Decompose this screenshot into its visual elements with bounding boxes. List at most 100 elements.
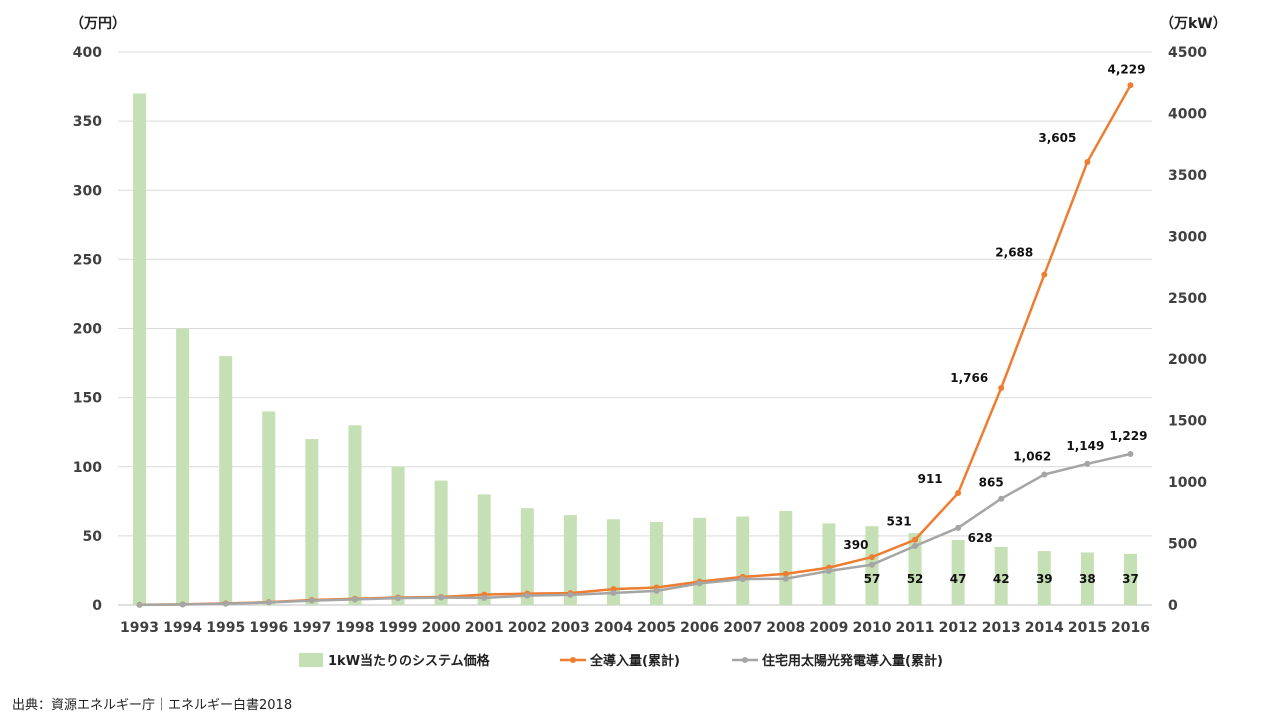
price-bar	[262, 411, 276, 605]
left-axis-tick: 200	[73, 322, 102, 338]
total-data-label: 2,688	[995, 246, 1033, 260]
x-axis-tick: 2014	[1025, 620, 1064, 636]
x-axis-tick: 1997	[292, 620, 331, 636]
total-line	[139, 84, 1132, 607]
price-bar	[219, 356, 233, 605]
residential-point	[868, 561, 875, 568]
residential-point	[825, 567, 832, 574]
price-bar	[391, 466, 405, 605]
total-point	[1041, 271, 1048, 278]
price-bar	[348, 425, 362, 605]
total-point	[868, 554, 875, 561]
right-axis-tick: 2500	[1168, 291, 1207, 307]
residential-point	[998, 495, 1005, 502]
price-bar	[563, 515, 577, 605]
bar-data-label: 57	[864, 572, 881, 586]
total-data-label: 390	[843, 538, 868, 552]
price-bar	[477, 494, 491, 605]
right-axis-tick: 4500	[1168, 45, 1207, 61]
residential-point	[1127, 450, 1134, 457]
legend-bar-swatch	[299, 653, 323, 667]
x-axis-tick: 2007	[723, 620, 762, 636]
x-axis-tick: 2005	[637, 620, 676, 636]
residential-data-label: 865	[979, 476, 1004, 490]
price-bar	[133, 93, 147, 605]
total-point	[912, 536, 919, 543]
residential-point	[136, 601, 143, 608]
right-axis-tick: 3500	[1168, 168, 1207, 184]
total-data-label: 911	[918, 472, 943, 486]
residential-point	[222, 600, 229, 607]
residential-point	[782, 575, 789, 582]
legend-total-label: 全導入量(累計)	[589, 653, 680, 669]
residential-point	[955, 524, 962, 531]
price-bars	[133, 93, 1137, 605]
x-axis-tick: 2002	[508, 620, 547, 636]
price-bar	[650, 522, 664, 605]
right-axis-tick: 0	[1168, 598, 1178, 614]
right-axis-tick: 3000	[1168, 229, 1207, 245]
right-axis-tick: 1500	[1168, 414, 1207, 430]
residential-data-label: 1,229	[1109, 429, 1147, 443]
price-bar	[305, 439, 319, 605]
x-axis-tick: 2015	[1068, 620, 1107, 636]
price-bar	[822, 523, 836, 605]
left-axis-tick: 150	[73, 391, 102, 407]
right-axis-tick: 4000	[1168, 106, 1207, 122]
residential-point	[567, 591, 574, 598]
left-axis-tick: 50	[83, 529, 103, 545]
x-axis-tick: 2010	[852, 620, 891, 636]
residential-point	[653, 587, 660, 594]
price-bar	[434, 480, 448, 605]
price-bar	[606, 519, 620, 605]
total-point	[1127, 82, 1134, 89]
legend-bar-label: 1kW当たりのシステム価格	[328, 653, 491, 669]
legend-total-marker	[570, 657, 576, 663]
total-point	[998, 384, 1005, 391]
left-axis-tick: 400	[73, 45, 102, 61]
residential-point	[912, 543, 919, 550]
residential-data-label: 1,149	[1066, 439, 1104, 453]
x-axis-tick: 2001	[465, 620, 504, 636]
x-axis-tick: 2013	[982, 620, 1021, 636]
total-point	[955, 490, 962, 497]
left-axis-tick: 350	[73, 114, 102, 130]
total-data-label: 4,229	[1107, 62, 1145, 76]
x-axis-tick: 1993	[120, 620, 159, 636]
left-axis-unit: （万円）	[70, 16, 126, 32]
data-labels: 57 52 47 42 39 38 37 390 531 911 1,766 2,688 3,605 4,…	[843, 62, 1147, 586]
x-axis-tick: 1994	[163, 620, 202, 636]
residential-point	[265, 599, 272, 606]
axes: 0501001502002503003504000500100015002000…	[73, 45, 1207, 636]
left-axis-tick: 100	[73, 460, 102, 476]
residential-point	[438, 594, 445, 601]
total-data-label: 531	[887, 515, 912, 529]
left-axis-tick: 300	[73, 183, 102, 199]
total-data-label: 3,605	[1038, 131, 1076, 145]
price-bar	[951, 540, 965, 605]
x-axis-tick: 2004	[594, 620, 633, 636]
left-axis-tick: 250	[73, 252, 102, 268]
right-axis-unit: （万kW）	[1160, 16, 1227, 32]
price-bar	[779, 510, 793, 605]
residential-point	[395, 595, 402, 602]
left-axis-tick: 0	[92, 598, 102, 614]
bar-data-label: 37	[1122, 572, 1139, 586]
residential-point	[739, 576, 746, 583]
price-bar	[1037, 551, 1051, 605]
x-axis-tick: 2008	[766, 620, 805, 636]
x-axis-tick: 2016	[1111, 620, 1150, 636]
bar-data-label: 47	[950, 572, 967, 586]
price-bar	[1123, 553, 1137, 605]
bar-data-label: 38	[1079, 572, 1096, 586]
right-axis-tick: 1000	[1168, 475, 1207, 491]
x-axis-tick: 1999	[379, 620, 418, 636]
installation-lines	[136, 82, 1134, 608]
x-axis-tick: 2000	[422, 620, 461, 636]
x-axis-tick: 2011	[896, 620, 935, 636]
price-bar	[994, 546, 1008, 605]
residential-line	[139, 452, 1131, 607]
bar-data-label: 42	[993, 572, 1010, 586]
legend: 1kW当たりのシステム価格 全導入量(累計) 住宅用太陽光発電導入量(累計)	[299, 653, 943, 669]
